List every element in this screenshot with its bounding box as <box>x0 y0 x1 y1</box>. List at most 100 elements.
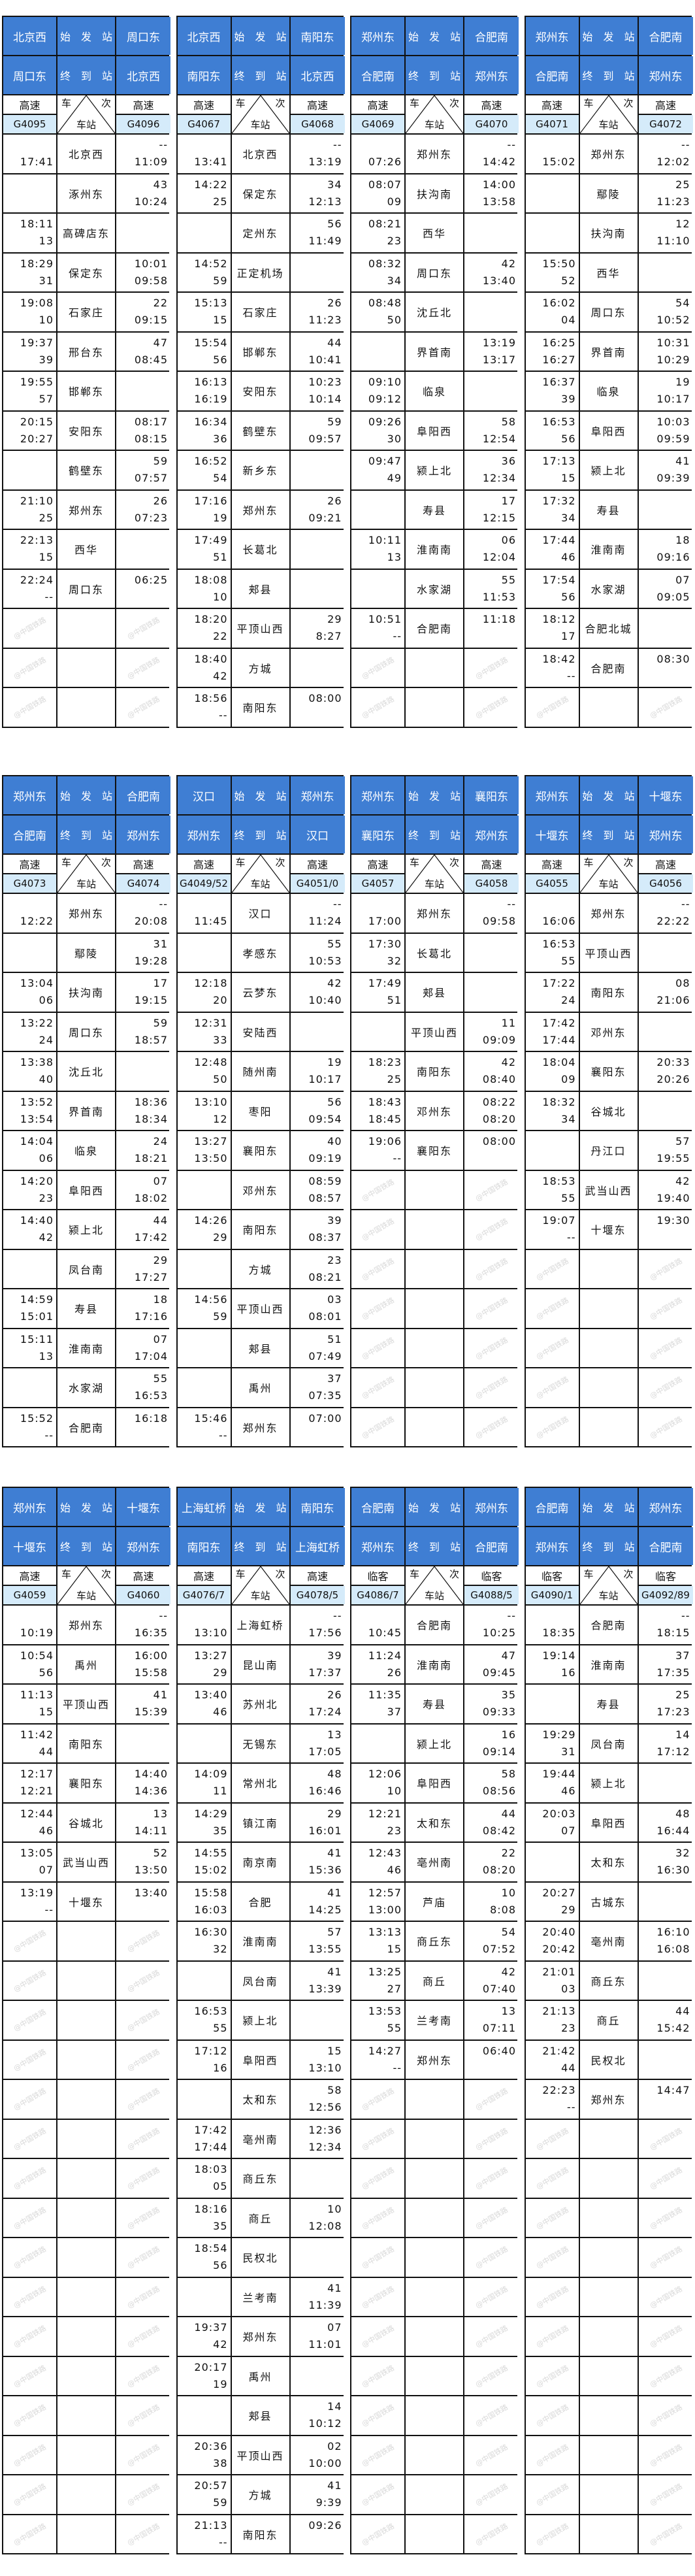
arrival-time: 16:02 <box>542 297 576 310</box>
departure-time: 12:08 <box>308 2219 342 2232</box>
departure-time: -- <box>393 1152 402 1165</box>
departure-time: -- <box>218 1428 228 1442</box>
arrival-time: 18 <box>153 1293 168 1306</box>
right-train-times <box>464 293 519 331</box>
watermark: @中国铁路 <box>648 695 684 721</box>
arrival-time: -- <box>159 898 168 911</box>
watermark: @中国铁路 <box>125 2007 161 2034</box>
timetable: 郑州东始 发 站合肥南 合肥南终 到 站郑州东 高速车次车站 高速 G4069 G4070… <box>350 16 519 728</box>
station-name: 北京西 <box>57 135 115 173</box>
empty-cell <box>406 1289 463 1328</box>
left-train-times: 14:59 15:01 <box>3 1289 56 1328</box>
left-train-times <box>351 490 404 529</box>
watermark: @中国铁路 <box>534 2482 570 2508</box>
left-train-number: G4057 <box>351 874 404 893</box>
empty-cell <box>406 1170 463 1209</box>
station-name: 郑州东 <box>57 490 115 529</box>
watermark: @中国铁路 <box>474 2482 509 2508</box>
departure-time: 09:05 <box>656 590 690 603</box>
arrival-time: 13 <box>327 1728 342 1741</box>
empty-cell <box>57 2475 115 2514</box>
right-train-times: -- 17:56 <box>290 1606 345 1644</box>
arrival-time: 19:29 <box>542 1728 576 1741</box>
right-destination-station: 合肥南 <box>638 1527 693 1565</box>
departure-time: 10:41 <box>308 353 342 366</box>
right-train-times: 24 18:21 <box>116 1131 170 1170</box>
station-name: 商丘东 <box>579 1961 638 2000</box>
arrival-time: 08:17 <box>134 415 168 428</box>
station-label: 车站 <box>250 119 270 131</box>
arrival-time: 13:10 <box>194 1095 228 1108</box>
timetable: 合肥南始 发 站郑州东 郑州东终 到 站合肥南 临客车次车站 临客 G4090/1 G40… <box>524 1487 693 2554</box>
left-train-times: 22:23 -- <box>525 2080 579 2119</box>
departure-time: 07:57 <box>134 472 168 485</box>
left-train-times: 17:32 34 <box>525 490 579 529</box>
left-train-times: 16:13 16:19 <box>177 372 231 410</box>
departure-time: 18:21 <box>134 1152 168 1165</box>
left-train-times: 19:29 31 <box>525 1724 579 1762</box>
left-train-times <box>177 933 231 972</box>
departure-time: 08:15 <box>134 432 168 445</box>
departure-time: 59 <box>213 274 228 287</box>
arrival-time: 19:30 <box>656 1214 690 1227</box>
departure-time: 55 <box>387 2022 402 2035</box>
right-destination-station: 郑州东 <box>638 816 693 853</box>
left-train-times: 16:52 54 <box>177 451 231 489</box>
departure-time: 25 <box>213 195 228 208</box>
right-train-times: 18 17:16 <box>116 1289 170 1328</box>
empty-cell <box>406 2198 463 2237</box>
station-name: 阜阳西 <box>406 411 463 450</box>
arrival-time: 19:08 <box>20 297 54 310</box>
left-train-times: 18:29 31 <box>3 253 56 291</box>
watermark: @中国铁路 <box>125 2442 161 2468</box>
empty-cell: @中国铁路 <box>638 1249 693 1288</box>
train-station-corner-header: 车 次车站 <box>406 95 463 133</box>
right-train-times <box>290 648 345 687</box>
left-destination-station: 合肥南 <box>3 816 56 853</box>
arrival-time: 18:43 <box>368 1095 402 1108</box>
train-station-corner-header: 车 次车站 <box>579 95 638 133</box>
station-name: 武当山西 <box>579 1170 638 1209</box>
departure-time: 20:42 <box>542 1943 576 1956</box>
left-train-times: 14:52 59 <box>177 253 231 291</box>
right-train-times: 58 08:56 <box>464 1764 519 1802</box>
left-train-times: 10:54 56 <box>3 1645 56 1683</box>
departure-time: 08:21 <box>308 1270 342 1283</box>
watermark: @中国铁路 <box>12 2442 48 2468</box>
left-train-times <box>177 1961 231 2000</box>
empty-cell <box>406 648 463 687</box>
departure-time: 39 <box>561 393 576 406</box>
arrival-time: 17:16 <box>194 494 228 507</box>
empty-cell: @中国铁路 <box>525 1408 579 1446</box>
departure-time: 13 <box>39 235 54 248</box>
arrival-time: 14:22 <box>194 178 228 191</box>
right-train-times: 39 17:37 <box>290 1645 345 1683</box>
left-train-times <box>177 1329 231 1367</box>
right-train-times: 18 09:16 <box>638 530 693 569</box>
arrival-time: 08 <box>675 977 690 990</box>
right-train-times: -- 18:15 <box>638 1606 693 1644</box>
empty-cell <box>579 1249 638 1288</box>
right-destination-station: 汉口 <box>290 816 345 853</box>
empty-cell <box>579 688 638 727</box>
right-train-times: 29 8:27 <box>290 609 345 648</box>
empty-cell: @中国铁路 <box>464 1249 519 1288</box>
station-name: 平顶山西 <box>406 1012 463 1051</box>
arrival-time: 19:07 <box>542 1214 576 1227</box>
departure-time: 54 <box>213 472 228 485</box>
arrival-time: 18:36 <box>134 1095 168 1108</box>
arrival-time: 10:23 <box>308 376 342 389</box>
arrival-time: 42 <box>501 1965 516 1978</box>
departure-time: 13:00 <box>368 1903 402 1916</box>
timetable: 郑州东始 发 站合肥南 合肥南终 到 站郑州东 高速车次车站 高速 G4073 G4074… <box>2 775 170 1447</box>
arrival-time: 20:27 <box>542 1886 576 1899</box>
right-train-number: G4074 <box>116 874 170 893</box>
right-train-times <box>638 1091 693 1130</box>
right-train-times: 41 11:39 <box>290 2277 345 2316</box>
timetable: 上海虹桥始 发 站南阳东 南阳东终 到 站上海虹桥 高速车次车站 高速 G4076/7 G… <box>176 1487 345 2554</box>
station-name: 汉口 <box>231 894 289 933</box>
right-train-times: 51 07:49 <box>290 1329 345 1367</box>
empty-cell <box>579 2475 638 2514</box>
arrival-time: 57 <box>675 1135 690 1148</box>
right-train-times: 10:01 09:58 <box>116 253 170 291</box>
